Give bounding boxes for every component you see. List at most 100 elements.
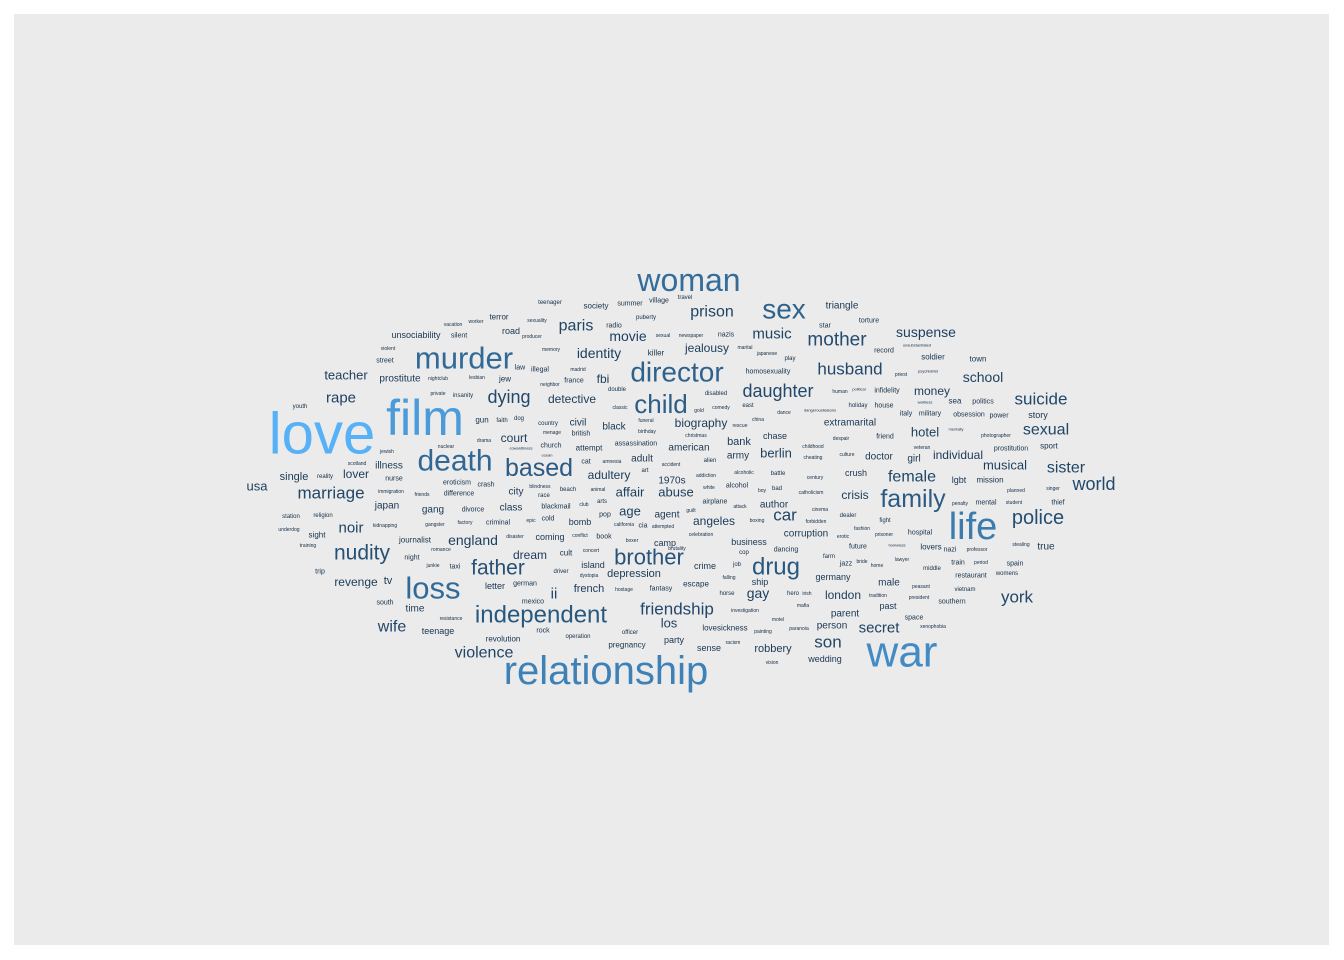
word-detective: detective <box>548 392 596 406</box>
word-boxing: boxing <box>750 518 765 524</box>
word-power: power <box>989 413 1009 420</box>
word-ii: ii <box>551 586 558 603</box>
word-escape: escape <box>683 580 709 589</box>
word-psychiatrist: psychiatrist <box>918 369 939 374</box>
word-affair: affair <box>616 485 645 500</box>
word-comedy: comedy <box>712 405 730 411</box>
word-cia: cia <box>639 523 648 530</box>
word-relationship: relationship <box>504 649 709 693</box>
word-difference: difference <box>444 491 475 498</box>
word-space: space <box>905 615 924 622</box>
word-woman: woman <box>636 262 740 298</box>
word-1970s: 1970s <box>658 476 685 487</box>
word-dangerousliaisons: dangerousliaisons <box>804 408 836 413</box>
word-bride: bride <box>856 559 867 565</box>
word-underdog: underdog <box>278 527 299 533</box>
word-worker: worker <box>468 319 483 325</box>
word-hostage: hostage <box>615 587 633 593</box>
word-class: class <box>500 503 523 514</box>
word-celebration: celebration <box>689 532 714 538</box>
word-life: life <box>949 506 998 548</box>
word-penalty: penalty <box>952 501 969 507</box>
word-french: french <box>574 583 605 595</box>
word-homosexuality: homosexuality <box>746 369 791 376</box>
word-civil: civil <box>570 418 587 429</box>
word-london: london <box>825 588 861 602</box>
word-fantasy: fantasy <box>650 586 673 593</box>
word-father: father <box>471 557 525 580</box>
word-world: world <box>1071 474 1115 494</box>
word-fight: fight <box>879 518 891 524</box>
word-eroticism: eroticism <box>443 480 471 487</box>
word-menage: menage <box>543 430 561 436</box>
word-peasant: peasant <box>912 584 930 590</box>
word-son: son <box>814 633 841 652</box>
word-school: school <box>963 369 1003 385</box>
word-brother: brother <box>614 545 684 570</box>
word-divorce: divorce <box>462 507 485 514</box>
word-beach: beach <box>560 487 576 493</box>
word-falling: falling <box>722 575 735 581</box>
word-parent: parent <box>831 609 860 620</box>
word-nazis: nazis <box>718 332 735 339</box>
word-station: station <box>282 514 300 520</box>
word-catholicism: catholicism <box>799 490 824 496</box>
word-crush: crush <box>845 468 867 478</box>
word-triangle: triangle <box>826 301 859 312</box>
word-human: human <box>832 389 848 395</box>
word-sexual: sexual <box>656 333 670 339</box>
word-daughter: daughter <box>742 381 813 401</box>
word-black: black <box>602 422 626 433</box>
word-womens: womens <box>995 571 1018 577</box>
word-cinema: cinema <box>812 507 828 513</box>
word-lesbian: lesbian <box>469 375 485 381</box>
word-south: south <box>376 600 393 607</box>
word-summer: summer <box>617 301 643 308</box>
word-adult: adult <box>631 454 653 465</box>
word-prostitution: prostitution <box>994 446 1028 453</box>
word-student: student <box>1006 500 1023 506</box>
word-corruption: corruption <box>784 529 828 540</box>
word-pregnancy: pregnancy <box>608 641 645 650</box>
word-murder: murder <box>415 341 513 376</box>
word-china: china <box>752 417 764 423</box>
word-movie: movie <box>609 328 647 344</box>
word-mental: mental <box>975 500 996 507</box>
word-motel: motel <box>772 617 784 623</box>
word-amnesia: amnesia <box>603 459 622 465</box>
word-homeless: homeless <box>888 543 905 548</box>
word-jealousy: jealousy <box>684 341 729 355</box>
word-mentally: mentally <box>949 427 964 432</box>
word-infidelity: infidelity <box>874 388 900 395</box>
word-sport: sport <box>1040 442 1059 451</box>
word-epic: epic <box>526 518 536 524</box>
word-prostitute: prostitute <box>379 374 421 385</box>
word-president: president <box>909 595 930 601</box>
word-agent: agent <box>654 510 679 521</box>
word-blackmail: blackmail <box>541 504 571 511</box>
word-friends: friends <box>414 492 430 498</box>
word-faith: faith <box>496 418 507 424</box>
word-teenager: teenager <box>538 300 562 306</box>
word-adultery: adultery <box>588 468 631 482</box>
word-city: city <box>509 487 524 498</box>
word-coming: coming <box>535 532 564 542</box>
word-author: author <box>760 500 789 511</box>
word-investigation: investigation <box>731 608 759 614</box>
word-book: book <box>596 534 612 541</box>
word-true: true <box>1037 542 1055 553</box>
word-obsession: obsession <box>953 412 985 419</box>
word-trip: trip <box>315 569 325 576</box>
word-political: political <box>852 387 865 392</box>
word-police: police <box>1012 507 1064 529</box>
word-thief: thief <box>1051 500 1064 507</box>
word-gold: gold <box>694 408 704 414</box>
word-mafia: mafia <box>797 603 809 609</box>
word-gangster: gangster <box>425 522 445 528</box>
word-airplane: airplane <box>703 499 728 506</box>
word-military: military <box>919 411 942 418</box>
word-nightclub: nightclub <box>428 376 448 382</box>
word-crime: crime <box>694 561 716 571</box>
word-century: century <box>807 475 824 481</box>
word-british: british <box>572 431 591 438</box>
